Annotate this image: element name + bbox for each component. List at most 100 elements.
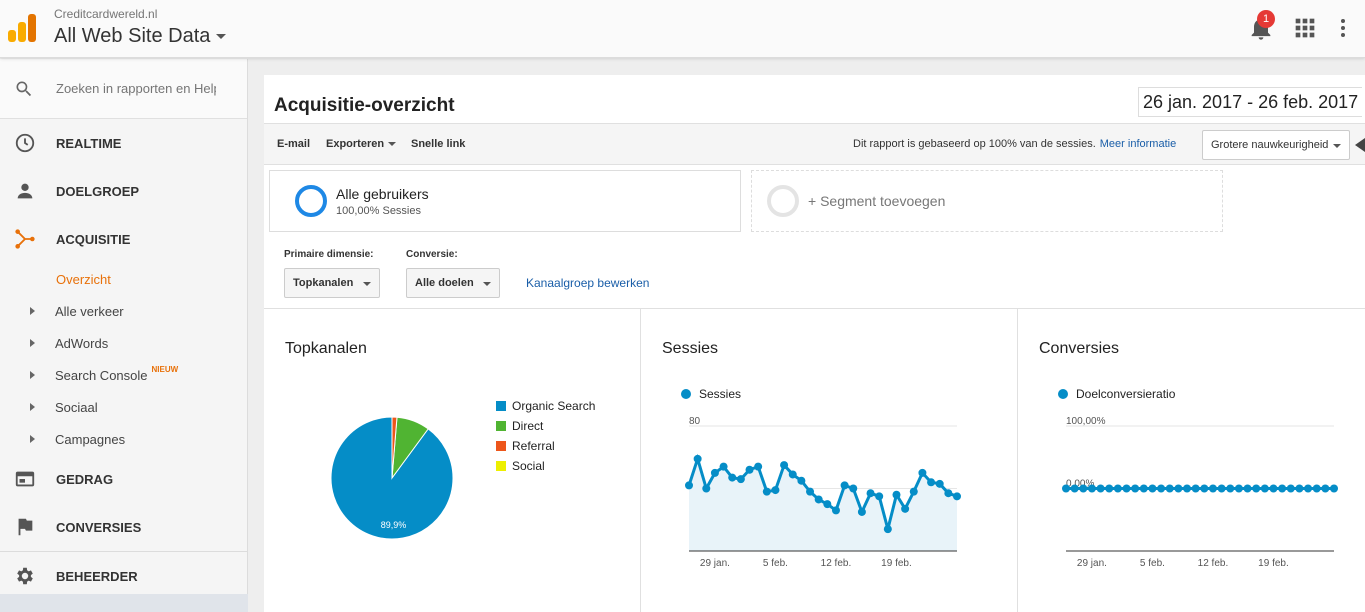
data-point[interactable] bbox=[728, 473, 737, 482]
data-point[interactable] bbox=[1252, 484, 1261, 493]
data-point[interactable] bbox=[1183, 484, 1192, 493]
data-point[interactable] bbox=[944, 489, 953, 498]
conversions-chart[interactable]: 100,00% 0,00% 29 jan. 5 feb. 12 feb. 19 feb. bbox=[1018, 309, 1365, 612]
data-point[interactable] bbox=[771, 486, 780, 495]
data-point[interactable] bbox=[1226, 484, 1235, 493]
primary-dimension-select[interactable]: Topkanalen bbox=[284, 268, 380, 298]
data-point[interactable] bbox=[736, 475, 745, 484]
data-point[interactable] bbox=[1174, 484, 1183, 493]
sidebar-item-beheerder[interactable]: BEHEERDER bbox=[0, 552, 247, 600]
data-point[interactable] bbox=[814, 495, 823, 504]
data-point[interactable] bbox=[1312, 484, 1321, 493]
data-point[interactable] bbox=[1286, 484, 1295, 493]
data-point[interactable] bbox=[892, 490, 901, 499]
sidebar-subitem-sociaal[interactable]: Sociaal bbox=[0, 391, 247, 423]
data-point[interactable] bbox=[857, 507, 866, 516]
data-point[interactable] bbox=[685, 481, 693, 490]
data-point[interactable] bbox=[831, 506, 840, 515]
data-point[interactable] bbox=[1200, 484, 1209, 493]
collapse-arrow-icon[interactable] bbox=[1355, 138, 1365, 152]
search-input[interactable] bbox=[56, 81, 216, 96]
pie-chart[interactable]: 89,9% bbox=[264, 309, 641, 612]
property-selector[interactable]: All Web Site Data bbox=[54, 25, 227, 48]
edit-channel-group-link[interactable]: Kanaalgroep bewerken bbox=[526, 276, 650, 290]
quick-link-button[interactable]: Snelle link bbox=[411, 138, 466, 150]
data-point[interactable] bbox=[953, 492, 961, 501]
legend-item[interactable]: Social bbox=[496, 459, 545, 473]
date-range-picker[interactable]: 26 jan. 2017 - 26 feb. 2017 bbox=[1138, 87, 1363, 117]
sidebar-item-realtime[interactable]: REALTIME bbox=[0, 119, 247, 167]
data-point[interactable] bbox=[875, 492, 884, 501]
segment-all-users[interactable]: Alle gebruikers 100,00% Sessies bbox=[269, 170, 741, 232]
data-point[interactable] bbox=[883, 525, 892, 534]
analytics-logo-icon[interactable] bbox=[8, 14, 36, 42]
legend-item[interactable]: Direct bbox=[496, 419, 543, 433]
data-point[interactable] bbox=[693, 454, 702, 463]
data-point[interactable] bbox=[1295, 484, 1304, 493]
apps-grid-icon[interactable] bbox=[1291, 14, 1319, 42]
email-button[interactable]: E-mail bbox=[277, 138, 311, 150]
sidebar-item-conversies[interactable]: CONVERSIES bbox=[0, 503, 247, 551]
data-point[interactable] bbox=[1260, 484, 1269, 493]
data-point[interactable] bbox=[754, 462, 763, 471]
data-point[interactable] bbox=[1278, 484, 1287, 493]
data-point[interactable] bbox=[745, 465, 754, 474]
data-point[interactable] bbox=[797, 476, 806, 485]
data-point[interactable] bbox=[1139, 484, 1148, 493]
data-point[interactable] bbox=[1304, 484, 1313, 493]
data-point[interactable] bbox=[1079, 484, 1088, 493]
sidebar-subitem-alle-verkeer[interactable]: Alle verkeer bbox=[0, 295, 247, 327]
data-point[interactable] bbox=[1070, 484, 1079, 493]
more-vert-icon[interactable] bbox=[1333, 14, 1353, 42]
data-point[interactable] bbox=[909, 487, 918, 496]
sidebar-subitem-overzicht[interactable]: Overzicht bbox=[0, 263, 247, 295]
data-point[interactable] bbox=[927, 478, 936, 487]
data-point[interactable] bbox=[1321, 484, 1330, 493]
data-point[interactable] bbox=[1148, 484, 1157, 493]
data-point[interactable] bbox=[1234, 484, 1243, 493]
data-point[interactable] bbox=[780, 461, 789, 470]
data-point[interactable] bbox=[1087, 484, 1096, 493]
data-point[interactable] bbox=[918, 468, 927, 477]
data-point[interactable] bbox=[1122, 484, 1131, 493]
data-point[interactable] bbox=[806, 487, 815, 496]
data-point[interactable] bbox=[1062, 484, 1070, 493]
data-point[interactable] bbox=[866, 489, 875, 498]
notifications-button[interactable]: 1 bbox=[1247, 10, 1275, 42]
data-point[interactable] bbox=[1217, 484, 1226, 493]
data-point[interactable] bbox=[1191, 484, 1200, 493]
sidebar-item-doelgroep[interactable]: DOELGROEP bbox=[0, 167, 247, 215]
data-point[interactable] bbox=[1096, 484, 1105, 493]
data-point[interactable] bbox=[762, 487, 771, 496]
data-point[interactable] bbox=[1157, 484, 1166, 493]
legend-item[interactable]: Referral bbox=[496, 439, 555, 453]
accuracy-select[interactable]: Grotere nauwkeurigheid bbox=[1202, 130, 1350, 160]
data-point[interactable] bbox=[1243, 484, 1252, 493]
more-info-link[interactable]: Meer informatie bbox=[1099, 138, 1177, 150]
data-point[interactable] bbox=[1105, 484, 1114, 493]
data-point[interactable] bbox=[849, 484, 858, 493]
data-point[interactable] bbox=[710, 468, 719, 477]
data-point[interactable] bbox=[901, 504, 910, 513]
data-point[interactable] bbox=[788, 470, 797, 479]
add-segment-button[interactable]: + Segment toevoegen bbox=[751, 170, 1223, 232]
data-point[interactable] bbox=[1269, 484, 1278, 493]
data-point[interactable] bbox=[702, 484, 711, 493]
pie-slice-referral[interactable] bbox=[391, 416, 398, 479]
data-point[interactable] bbox=[840, 481, 849, 490]
sidebar-subitem-search-console[interactable]: Search Console NIEUW bbox=[0, 359, 247, 391]
export-button[interactable]: Exporteren bbox=[326, 138, 397, 150]
data-point[interactable] bbox=[1330, 484, 1338, 493]
legend-item[interactable]: Organic Search bbox=[496, 399, 595, 413]
sidebar-item-gedrag[interactable]: GEDRAG bbox=[0, 455, 247, 503]
sidebar-subitem-campagnes[interactable]: Campagnes bbox=[0, 423, 247, 455]
conversion-select[interactable]: Alle doelen bbox=[406, 268, 500, 298]
data-point[interactable] bbox=[719, 462, 728, 471]
sidebar-item-acquisitie[interactable]: ACQUISITIE bbox=[0, 215, 247, 263]
sidebar-subitem-adwords[interactable]: AdWords bbox=[0, 327, 247, 359]
data-point[interactable] bbox=[1208, 484, 1217, 493]
sessions-chart[interactable]: 804029 jan.5 feb.12 feb.19 feb. bbox=[641, 309, 1018, 612]
data-point[interactable] bbox=[823, 500, 832, 509]
data-point[interactable] bbox=[1131, 484, 1140, 493]
data-point[interactable] bbox=[1113, 484, 1122, 493]
